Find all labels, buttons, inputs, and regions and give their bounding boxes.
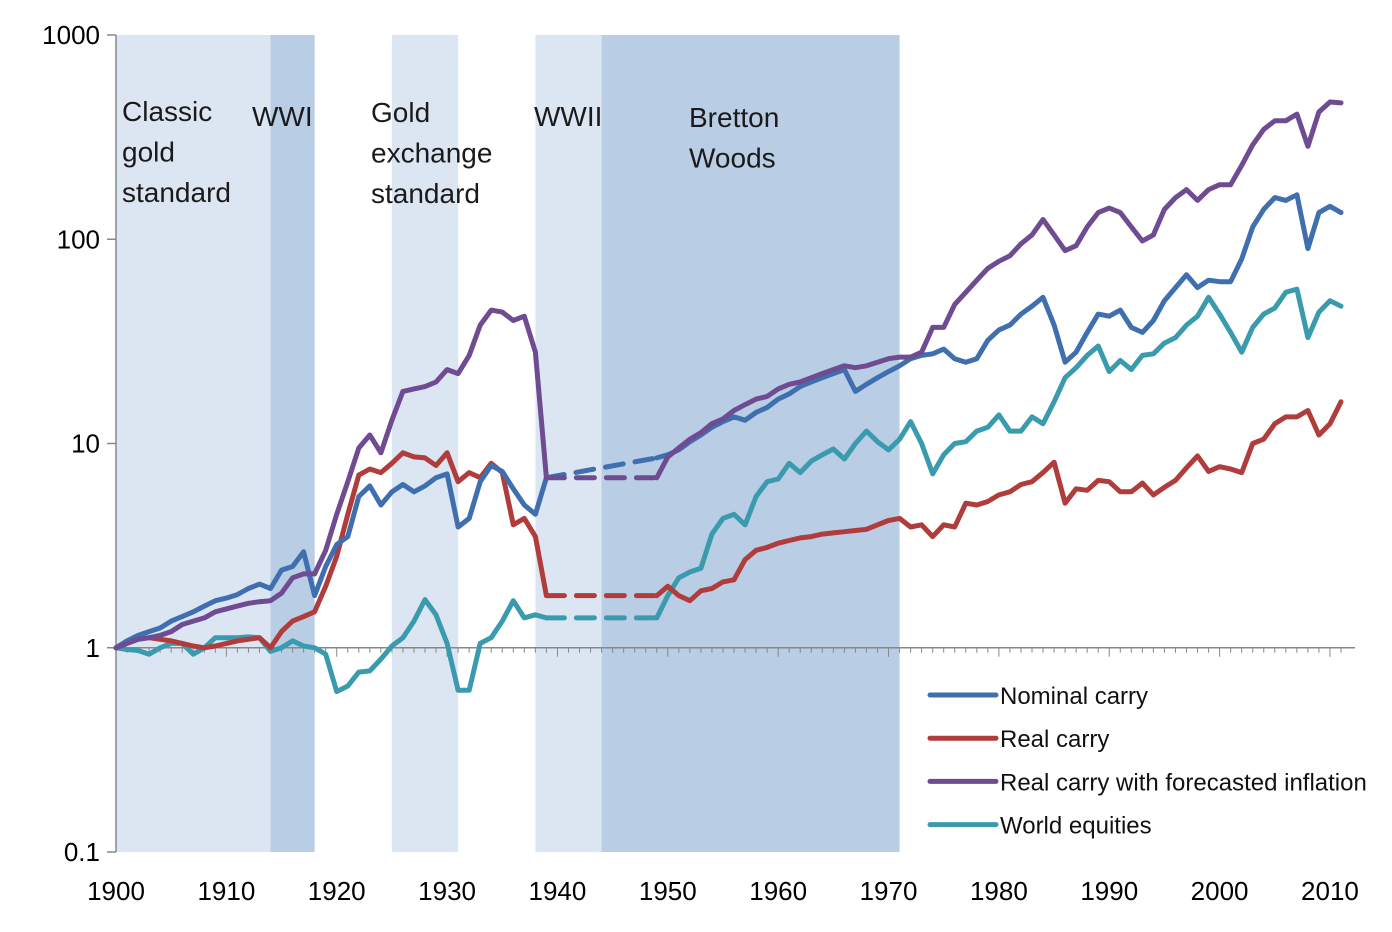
era-label-line: WWII [534,101,602,132]
era-label-bretton-woods: Bretton Woods [689,102,779,174]
series-lines [113,99,1344,695]
band-wwi [270,35,315,852]
era-label-line: Woods [689,143,776,174]
legend-item: World equities [927,813,1152,840]
series-line-segment [113,463,549,651]
era-label-classic: Classic gold standard [122,96,231,208]
legend-label: Nominal carry [1000,683,1148,710]
axes: 0.1 1 10 100 1000 1900 1910 1920 1930 1940 1950 196… [42,20,1359,906]
series-nominal-carry [113,192,1344,651]
band-gold-exchange [391,35,459,852]
era-label-wwii: WWII [534,101,602,132]
era-label-line: WWI [252,101,313,132]
era-label-gold-exchange: Gold exchange standard [371,97,492,209]
x-tick-label: 1970 [860,876,918,906]
series-line-segment [113,597,549,695]
era-label-line: standard [122,177,231,208]
era-label-line: exchange [371,138,492,169]
era-labels: Classic gold standard WWI Gold exchange standa… [122,96,779,209]
x-tick-label: 1950 [639,876,697,906]
x-tick-label: 1990 [1080,876,1138,906]
legend-item: Real carry with forecasted inflation [927,769,1367,796]
legend-label: World equities [1000,813,1152,840]
band-classic [116,35,271,852]
legend-item: Nominal carry [927,683,1148,710]
x-tick-label: 1960 [749,876,807,906]
legend-item: Real carry [927,726,1109,753]
series-world-equities [113,286,1344,695]
series-line-segment [654,99,1344,481]
shaded-periods [116,35,900,852]
series-real-carry-with-forecasted-inflation [113,99,1344,651]
legend-label: Real carry with forecasted inflation [1000,769,1367,796]
series-line-segment [654,192,1344,461]
era-label-line: standard [371,178,480,209]
series-line-segment [654,399,1344,604]
series-line-segment [654,286,1344,621]
era-label-wwi: WWI [252,101,313,132]
x-tick-label: 1930 [418,876,476,906]
x-tick-label: 2000 [1191,876,1249,906]
era-label-line: Classic [122,96,212,127]
series-dashed-gap [543,455,660,481]
era-label-line: gold [122,137,175,168]
y-tick-label: 0.1 [64,837,100,867]
band-wwii [535,35,602,852]
x-tick-label: 2010 [1301,876,1359,906]
era-label-line: Bretton [689,102,779,133]
x-tick-label: 1940 [529,876,587,906]
series-line-segment [113,307,549,651]
band-bretton-woods [601,35,900,852]
x-tick-label: 1920 [308,876,366,906]
y-tick-label: 100 [57,224,100,254]
y-tick-label: 1 [86,633,100,663]
x-tick-label: 1980 [970,876,1028,906]
legend-label: Real carry [1000,726,1109,753]
x-tick-label: 1900 [87,876,145,906]
series-line-segment [113,450,549,651]
legend: Nominal carry Real carry Real carry with f… [927,683,1367,840]
y-tick-label: 1000 [42,20,100,50]
y-tick-label: 10 [71,429,100,459]
series-real-carry [113,399,1344,651]
x-tick-label: 1910 [197,876,255,906]
era-label-line: Gold [371,97,430,128]
